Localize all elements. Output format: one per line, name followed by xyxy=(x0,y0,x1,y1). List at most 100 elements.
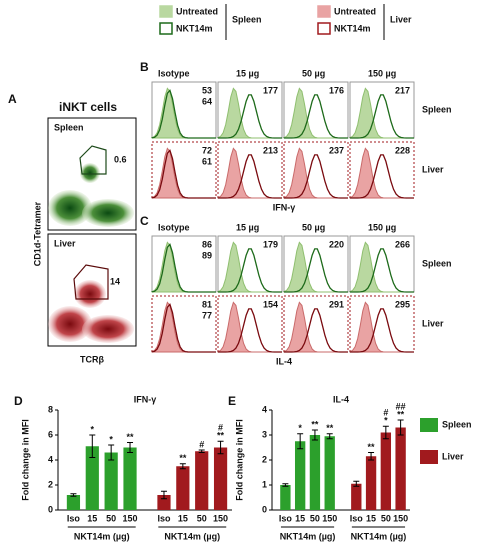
bar xyxy=(365,456,377,510)
x-tick-label: 150 xyxy=(322,513,337,523)
x-tick-label: Iso xyxy=(350,513,364,523)
error-bar xyxy=(282,483,289,487)
x-tick-label: Iso xyxy=(279,513,293,523)
bar xyxy=(324,436,335,510)
y-tick-label: 2 xyxy=(262,454,267,464)
mfi-value: 64 xyxy=(202,96,212,106)
nkt14m-histogram xyxy=(217,154,283,199)
mfi-value: 266 xyxy=(395,239,410,249)
mfi-value: 237 xyxy=(329,145,344,155)
column-header: 150 µg xyxy=(368,222,396,232)
nkt14m-histogram xyxy=(349,308,415,353)
bar xyxy=(294,441,306,510)
x-tick-label: 15 xyxy=(366,513,376,523)
row-label: Liver xyxy=(422,318,444,328)
mfi-value: 72 xyxy=(202,145,212,155)
group-label: NKT14m (µg) xyxy=(351,531,407,541)
panel-label: D xyxy=(14,394,23,408)
x-tick-label: 150 xyxy=(393,513,408,523)
chart-title: IFN-γ xyxy=(134,394,157,404)
x-axis-label: IL-4 xyxy=(276,356,292,366)
column-header: 150 µg xyxy=(368,68,396,78)
y-tick-label: 2 xyxy=(48,479,53,489)
x-tick-label: 50 xyxy=(106,513,116,523)
nkt14m-histogram xyxy=(151,89,216,139)
x-tick-label: 150 xyxy=(213,513,228,523)
significance: ** xyxy=(179,453,187,463)
x-axis-label: TCRβ xyxy=(80,354,104,364)
y-tick-label: 1 xyxy=(262,479,267,489)
significance: ** xyxy=(368,442,376,452)
gate xyxy=(79,145,107,175)
gate-value: 14 xyxy=(110,276,120,286)
legend-swatch xyxy=(420,450,438,464)
row-label: Spleen xyxy=(422,104,452,114)
nkt14m-histogram xyxy=(283,154,349,199)
significance: * xyxy=(384,416,388,426)
density xyxy=(48,306,92,342)
x-tick-label: 15 xyxy=(87,513,97,523)
significance: ** xyxy=(326,423,334,433)
nkt14m-histogram xyxy=(349,248,415,293)
significance: ** xyxy=(397,409,405,419)
bar xyxy=(309,435,321,510)
error-bar xyxy=(217,440,224,455)
panel-label: A xyxy=(8,92,17,106)
significance: # xyxy=(218,423,223,433)
error-bar xyxy=(382,425,389,440)
bar xyxy=(395,427,406,510)
mfi-value: 213 xyxy=(263,145,278,155)
legend-organ: Liver xyxy=(390,14,412,24)
bar xyxy=(351,483,362,510)
error-bar xyxy=(127,442,134,453)
error-bar xyxy=(198,449,205,453)
plot-name: Liver xyxy=(54,238,76,248)
y-axis-label: CD1d-Tetramer xyxy=(32,201,42,266)
density xyxy=(82,315,134,343)
bar xyxy=(213,447,228,510)
panel-label: B xyxy=(140,60,149,74)
error-bar xyxy=(297,433,304,450)
y-tick-label: 0 xyxy=(48,504,53,514)
significance: * xyxy=(298,423,302,433)
mfi-value: 89 xyxy=(202,250,212,260)
plot-name: Spleen xyxy=(54,122,84,132)
mfi-value: 228 xyxy=(395,145,410,155)
error-bar xyxy=(326,433,333,440)
gate-value: 0.6 xyxy=(114,154,127,164)
mfi-value: 77 xyxy=(202,310,212,320)
mfi-value: 295 xyxy=(395,299,410,309)
legend-swatch xyxy=(159,5,173,18)
density xyxy=(80,163,100,183)
nkt14m-histogram xyxy=(217,308,283,353)
row-label: Spleen xyxy=(422,258,452,268)
mfi-value: 179 xyxy=(263,239,278,249)
error-bar xyxy=(70,493,77,497)
column-header: 50 µg xyxy=(302,68,325,78)
bar xyxy=(380,432,392,510)
nkt14m-histogram xyxy=(283,94,349,139)
error-bar xyxy=(108,444,115,461)
significance: ** xyxy=(127,432,135,442)
significance: * xyxy=(91,424,95,434)
column-header: Isotype xyxy=(158,222,190,232)
panel-label: E xyxy=(228,394,236,408)
mfi-value: 176 xyxy=(329,85,344,95)
bar xyxy=(176,466,190,510)
mfi-value: 154 xyxy=(263,299,278,309)
column-header: Isotype xyxy=(158,68,190,78)
bar xyxy=(104,452,118,510)
nkt14m-histogram xyxy=(151,149,216,199)
x-tick-label: 15 xyxy=(295,513,305,523)
panel-title: iNKT cells xyxy=(59,100,117,114)
error-bar xyxy=(160,490,167,500)
bar xyxy=(195,451,209,510)
significance: ** xyxy=(311,419,319,429)
mfi-value: 81 xyxy=(202,299,212,309)
y-axis-label: Fold change in MFI xyxy=(234,419,244,501)
y-tick-label: 3 xyxy=(262,429,267,439)
group-label: NKT14m (µg) xyxy=(74,531,130,541)
bar xyxy=(157,495,171,510)
gate xyxy=(73,264,109,300)
